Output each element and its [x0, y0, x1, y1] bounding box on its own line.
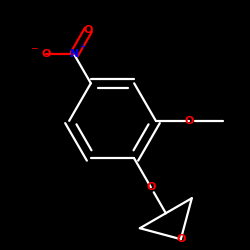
Text: −: − [30, 43, 38, 52]
Text: O: O [41, 50, 50, 59]
Text: O: O [176, 234, 186, 244]
Text: O: O [146, 182, 156, 192]
Text: O: O [84, 25, 93, 35]
Text: N: N [70, 50, 79, 59]
Text: +: + [79, 42, 86, 51]
Text: O: O [184, 116, 194, 126]
